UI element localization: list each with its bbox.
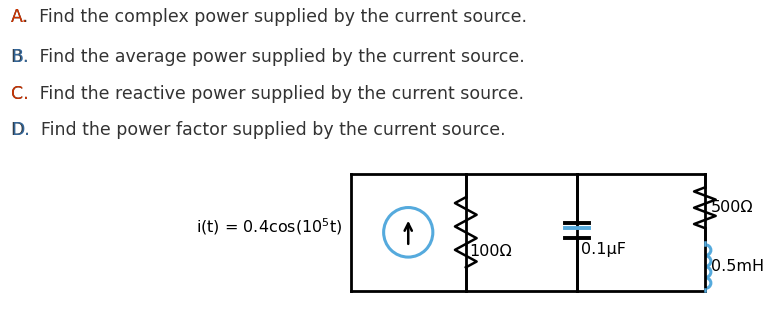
Text: C.  Find the reactive power supplied by the current source.: C. Find the reactive power supplied by t… xyxy=(11,85,524,103)
Text: B.  Find the average power supplied by the current source.: B. Find the average power supplied by th… xyxy=(11,48,525,66)
Text: 0.1μF: 0.1μF xyxy=(581,242,626,257)
Text: 100Ω: 100Ω xyxy=(470,244,513,259)
Text: D.: D. xyxy=(11,121,30,139)
Text: C.: C. xyxy=(11,85,29,103)
Text: 0.5mH: 0.5mH xyxy=(711,259,764,274)
Text: 500Ω: 500Ω xyxy=(711,200,754,215)
Text: A.: A. xyxy=(11,8,28,26)
Text: A.  Find the complex power supplied by the current source.: A. Find the complex power supplied by th… xyxy=(11,8,528,26)
Text: D.  Find the power factor supplied by the current source.: D. Find the power factor supplied by the… xyxy=(11,121,506,139)
Text: i(t) = 0.4cos(10$^5$t): i(t) = 0.4cos(10$^5$t) xyxy=(196,216,343,237)
Text: B.: B. xyxy=(11,48,29,66)
